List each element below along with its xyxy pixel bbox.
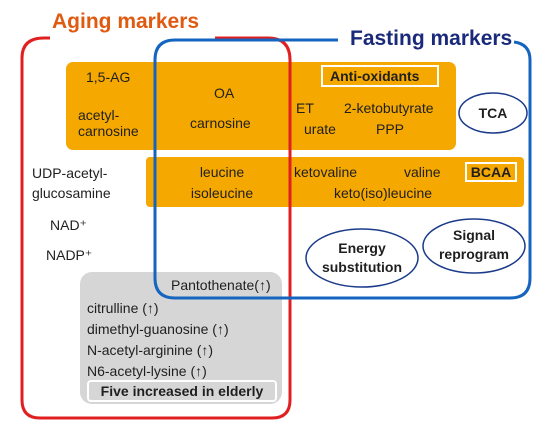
metabolite-urate: urate: [304, 121, 336, 137]
metabolite-citrulline: citrulline (↑): [87, 300, 159, 316]
metabolite-1-5-ag: 1,5-AG: [86, 69, 130, 85]
signal-label-line1: Signal: [453, 227, 495, 243]
bcaa-label-box: [465, 162, 517, 182]
antioxidant-label-box: [321, 65, 439, 87]
metabolite-pantothenate: Pantothenate(↑): [171, 277, 271, 293]
metabolite-keto-iso-leucine: keto(iso)leucine: [334, 185, 432, 201]
metabolite-glucosamine: glucosamine: [32, 185, 111, 201]
aging-title: Aging markers: [52, 10, 199, 33]
energy-label-line2: substitution: [322, 259, 402, 275]
elderly-label: Five increased in elderly: [101, 383, 264, 399]
metabolite-nadp: NADP⁺: [46, 247, 92, 263]
metabolite-n6-acetyl-lysine: N6-acetyl-lysine (↑): [87, 363, 207, 379]
signal-label-line2: reprogram: [439, 246, 509, 262]
metabolite-dimethyl-guanosine: dimethyl-guanosine (↑): [87, 321, 229, 337]
metabolite-udp-acetyl: UDP-acetyl-: [32, 165, 108, 181]
metabolite-et: ET: [296, 100, 314, 116]
metabolite-n-acetyl-arginine: N-acetyl-arginine (↑): [87, 342, 213, 358]
metabolite-ketovaline: ketovaline: [294, 164, 357, 180]
elderly-box: [80, 272, 282, 404]
metabolite-carnosine: carnosine: [190, 115, 251, 131]
signal-reprogram-oval: [422, 218, 526, 274]
metabolite-nad: NAD⁺: [50, 217, 87, 233]
bcaa-label: BCAA: [471, 164, 511, 180]
fasting-region: [153, 38, 532, 300]
metabolite-leucine: leucine: [200, 164, 245, 180]
metabolite-2-ketobutyrate: 2-ketobutyrate: [344, 100, 434, 116]
metabolite-acetyl-carnosine: carnosine: [78, 123, 139, 139]
energy-label-line1: Energy: [338, 240, 386, 256]
aging-region: [20, 36, 292, 420]
antioxidant-label: Anti-oxidants: [330, 68, 420, 84]
energy-substitution-oval: [305, 228, 419, 288]
elderly-label-box: [87, 380, 277, 402]
tca-oval: [458, 92, 528, 134]
metabolite-isoleucine: isoleucine: [191, 185, 253, 201]
fasting-title: Fasting markers: [350, 27, 512, 50]
metabolite-ppp: PPP: [376, 121, 404, 137]
tca-label: TCA: [479, 105, 508, 121]
bcaa-band: [146, 157, 524, 207]
metabolite-valine: valine: [404, 164, 441, 180]
metabolite-acetyl: acetyl-: [78, 107, 120, 123]
metabolite-oa: OA: [214, 85, 235, 101]
